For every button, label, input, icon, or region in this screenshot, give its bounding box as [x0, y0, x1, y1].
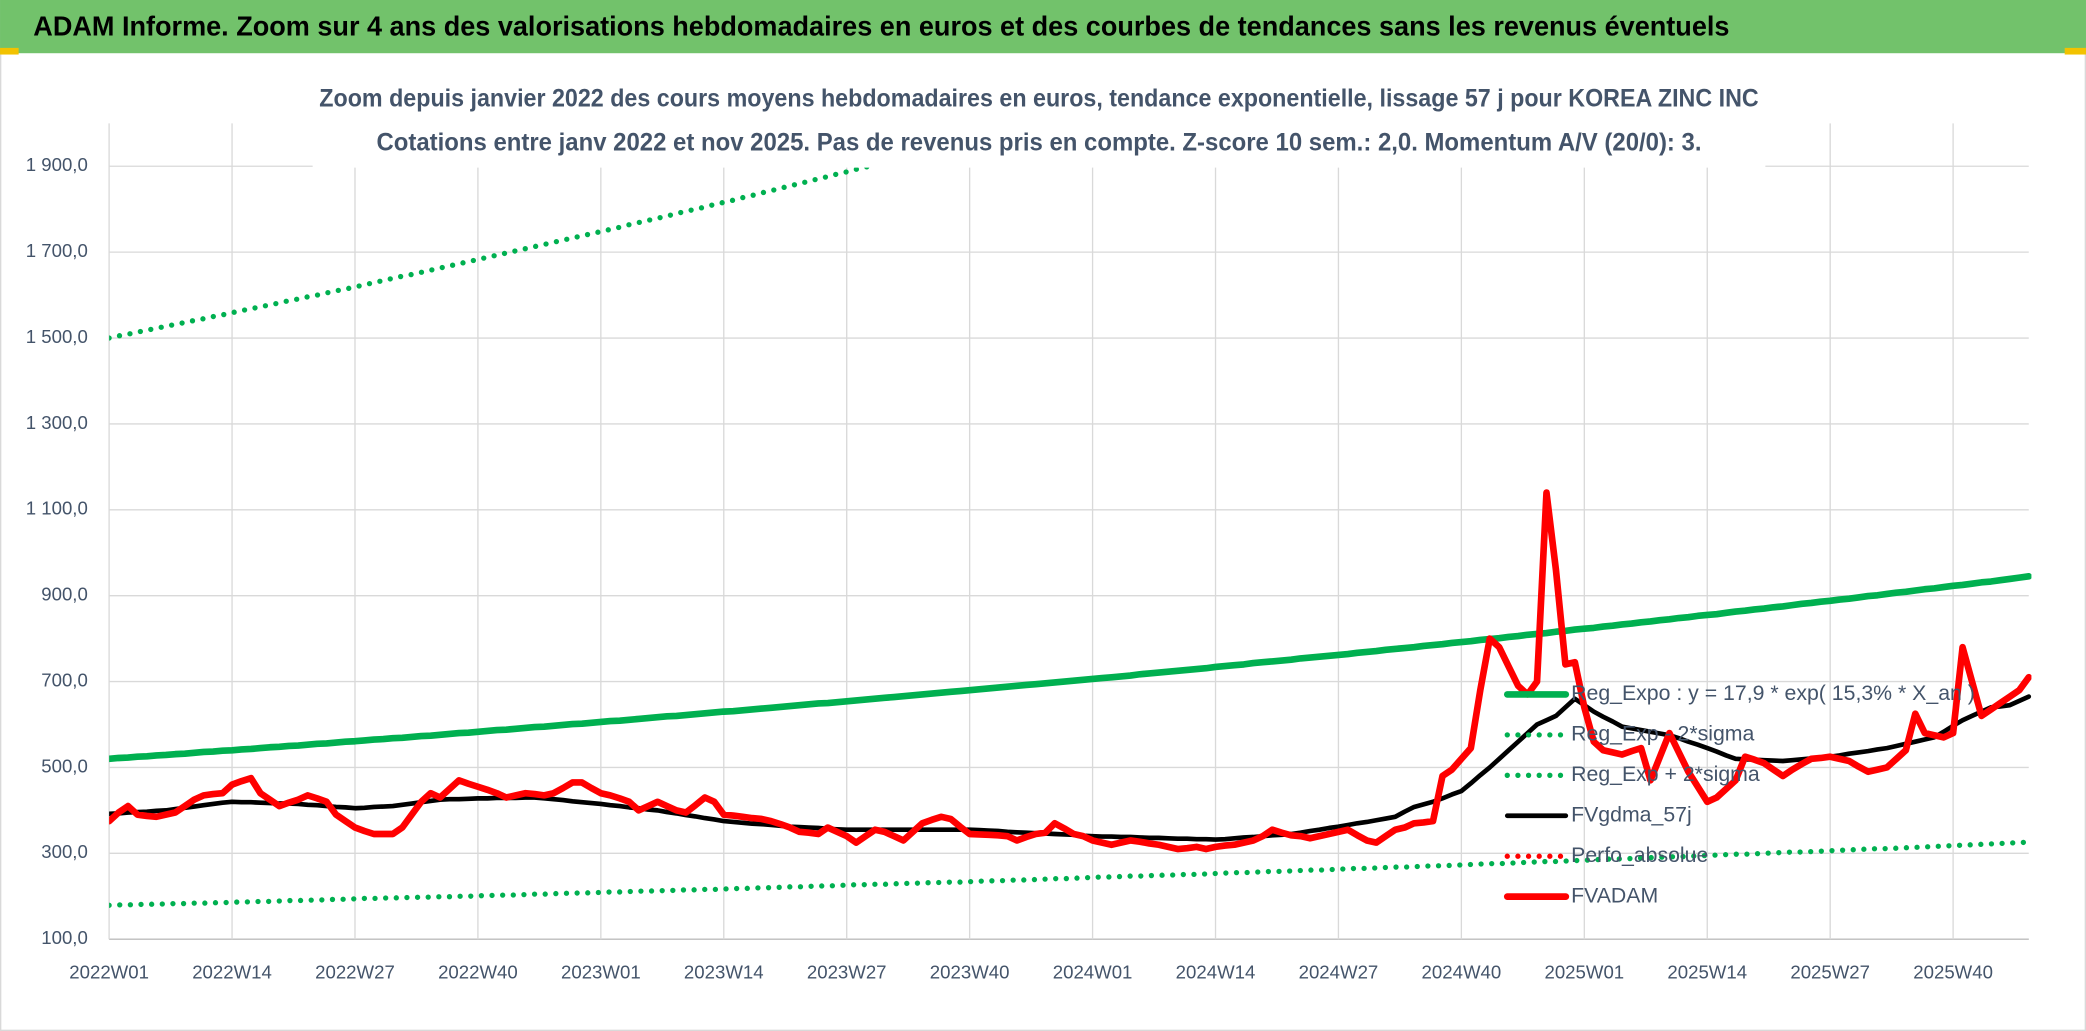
y-tick-label: 900,0	[41, 584, 88, 605]
series-line	[109, 489, 2032, 853]
legend-label: FVgdma_57j	[1571, 802, 1692, 826]
legend-label: Reg_Exp - 2*sigma	[1571, 721, 1754, 745]
y-tick-label: 1 100,0	[26, 498, 88, 519]
x-tick-label: 2025W01	[1544, 962, 1624, 983]
x-tick-label: 2023W40	[930, 962, 1010, 983]
y-tick-label: 700,0	[41, 669, 88, 690]
y-tick-label: 500,0	[41, 755, 88, 776]
x-tick-label: 2022W40	[438, 962, 518, 983]
header-corner	[2064, 47, 2086, 55]
legend-label: FVADAM	[1571, 883, 1658, 907]
title-box	[312, 77, 1766, 168]
page-title: ADAM Informe. Zoom sur 4 ans des valoris…	[33, 10, 1729, 41]
x-tick-label: 2024W14	[1176, 962, 1256, 983]
x-tick-label: 2023W14	[684, 962, 764, 983]
y-tick-label: 1 900,0	[26, 154, 88, 175]
y-tick-label: 100,0	[41, 927, 88, 948]
header-corner	[0, 47, 19, 55]
y-tick-label: 300,0	[41, 841, 88, 862]
x-tick-label: 2024W27	[1299, 962, 1379, 983]
header-bar	[0, 0, 2086, 54]
plot-lines	[109, 122, 2032, 908]
x-tick-label: 2025W40	[1913, 962, 1993, 983]
x-tick-label: 2025W27	[1790, 962, 1870, 983]
x-tick-label: 2024W01	[1053, 962, 1133, 983]
legend-label: Perfo_absolue	[1571, 843, 1708, 867]
x-tick-label: 2023W27	[807, 962, 887, 983]
x-tick-label: 2022W27	[315, 962, 395, 983]
chart-title: Zoom depuis janvier 2022 des cours moyen…	[319, 84, 1758, 112]
legend: Reg_Expo : y = 17,9 * exp( 15,3% * X_an …	[1503, 681, 1975, 907]
legend-label: Reg_Expo : y = 17,9 * exp( 15,3% * X_an …	[1571, 681, 1975, 705]
x-tick-label: 2025W14	[1667, 962, 1747, 983]
y-tick-label: 1 300,0	[26, 412, 88, 433]
x-tick-label: 2022W14	[192, 962, 272, 983]
y-tick-label: 1 700,0	[26, 240, 88, 261]
chart-subtitle: Cotations entre janv 2022 et nov 2025. P…	[377, 128, 1702, 156]
series-line	[109, 573, 2032, 763]
legend-label: Reg_Exp + 2*sigma	[1571, 762, 1760, 786]
series-line	[109, 839, 2032, 908]
y-tick-label: 1 500,0	[26, 326, 88, 347]
x-tick-label: 2024W40	[1422, 962, 1502, 983]
x-tick-label: 2023W01	[561, 962, 641, 983]
x-tick-label: 2022W01	[69, 962, 149, 983]
